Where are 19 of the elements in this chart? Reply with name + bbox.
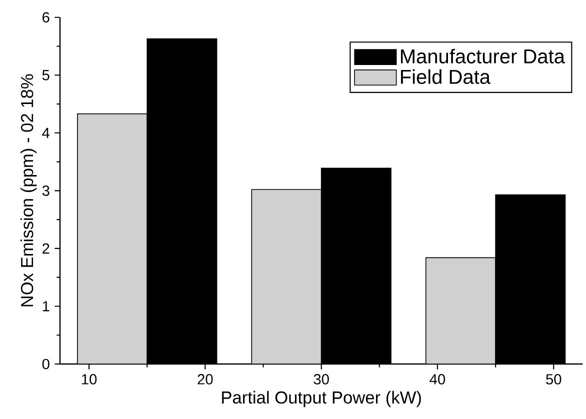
y-tick-label: 3: [42, 186, 50, 196]
x-tick-label: 10: [82, 374, 97, 384]
x-axis-title: Partial Output Power (kW): [222, 390, 421, 408]
y-tick-label: 4: [42, 128, 50, 138]
x-tick-label: 40: [430, 374, 446, 384]
x-tick-label: 50: [546, 374, 562, 384]
y-tick-label: 6: [42, 12, 50, 23]
legend-label: Manufacturer Data: [401, 48, 565, 64]
bar: [251, 189, 322, 364]
bar: [425, 257, 496, 364]
bar: [77, 113, 148, 364]
x-tick-label: 20: [198, 374, 213, 384]
y-axis-title: NOx Emission (ppm) - 02 18%: [20, 74, 37, 306]
x-tick-label: 30: [314, 374, 329, 384]
legend-label: Field Data: [401, 69, 490, 84]
y-tick-label: 5: [42, 70, 50, 80]
y-tick-label: 0: [42, 358, 50, 370]
y-tick-label: 2: [42, 243, 50, 254]
y-tick-label: 1: [42, 301, 50, 312]
